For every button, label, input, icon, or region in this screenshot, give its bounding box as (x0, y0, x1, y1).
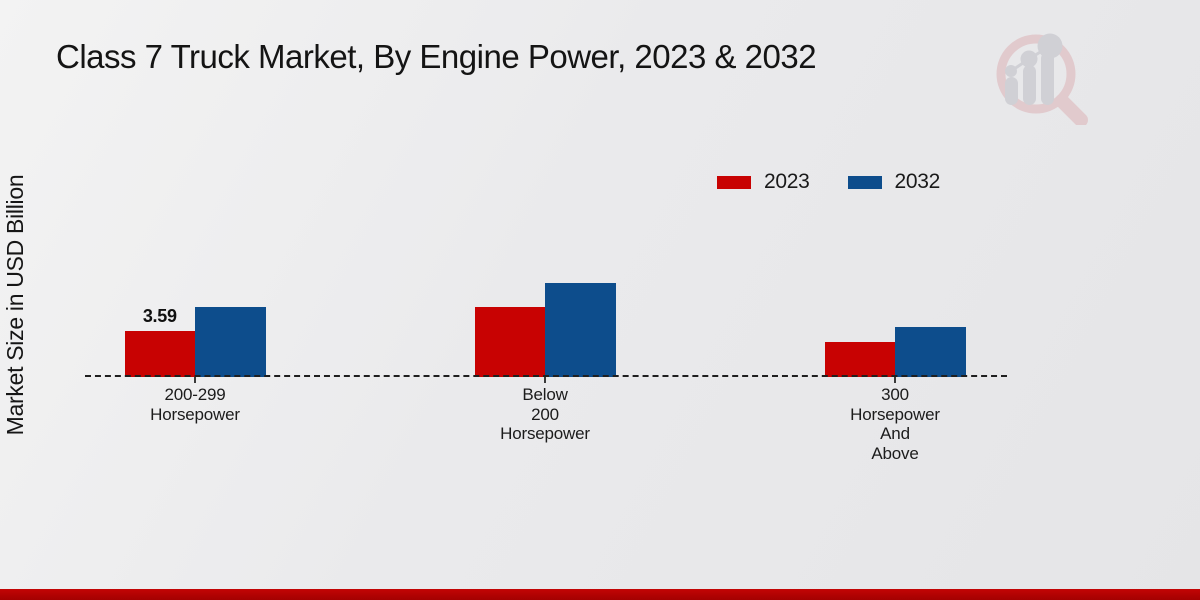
bar-2032-200-299-horsepower (195, 307, 266, 377)
category-label-200-299-horsepower: 200-299 Horsepower (150, 385, 240, 424)
legend: 2023 2032 (717, 170, 940, 194)
bar-2032-below-200-horsepower (545, 283, 616, 377)
axis-tick (544, 377, 546, 383)
chart-title: Class 7 Truck Market, By Engine Power, 2… (56, 38, 817, 75)
bar-2023-below-200-horsepower (474, 307, 545, 377)
legend-swatch-2023-icon (717, 175, 751, 189)
bar-2023-200-299-horsepower (124, 331, 195, 377)
legend-swatch-2032-icon (847, 175, 882, 189)
axis-tick (894, 377, 896, 383)
legend-label-2032: 2032 (894, 170, 941, 193)
axis-tick (194, 377, 196, 383)
legend-label-2023: 2023 (764, 170, 810, 193)
category-label-below-200-horsepower: Below 200 Horsepower (500, 385, 590, 443)
legend-item-2023: 2023 (717, 170, 810, 194)
legend-item-2032: 2032 (847, 170, 941, 194)
x-axis-baseline (85, 375, 1007, 377)
category-label-300-horsepower-and-above: 300 Horsepower And Above (850, 385, 940, 463)
footer-accent-bar (0, 589, 1200, 600)
market-research-logo-watermark-icon (996, 33, 1088, 125)
y-axis-label: Market Size in USD Billion (2, 174, 28, 436)
bar-2023-300-horsepower-and-above (824, 342, 895, 377)
bar-2032-300-horsepower-and-above (895, 327, 966, 377)
bar-value-label: 3.59 (142, 306, 177, 326)
